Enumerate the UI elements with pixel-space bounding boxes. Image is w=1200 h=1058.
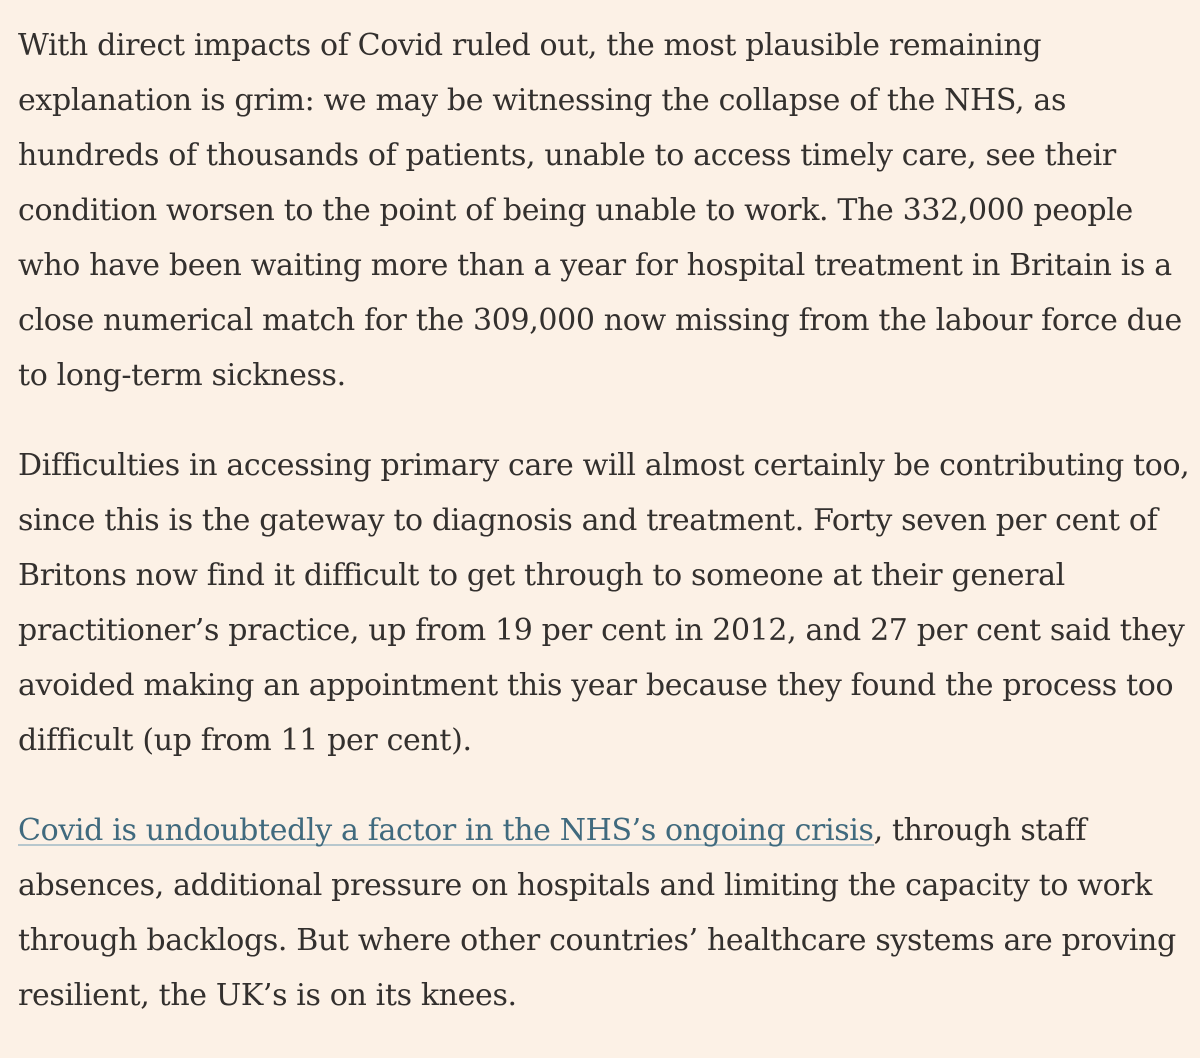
paragraph-collapse-of-nhs: With direct impacts of Covid ruled out, … [18, 28, 1182, 393]
paragraph-primary-care: Difficulties in accessing primary care w… [18, 448, 1190, 758]
paragraph-covid-factor-text: , through staff absences, additional pre… [18, 813, 1176, 1013]
paragraph-covid-factor: Covid is undoubtedly a factor in the NHS… [18, 803, 1196, 1023]
nhs-crisis-link[interactable]: Covid is undoubtedly a factor in the NHS… [18, 813, 874, 850]
article-body: With direct impacts of Covid ruled out, … [18, 18, 1196, 1058]
